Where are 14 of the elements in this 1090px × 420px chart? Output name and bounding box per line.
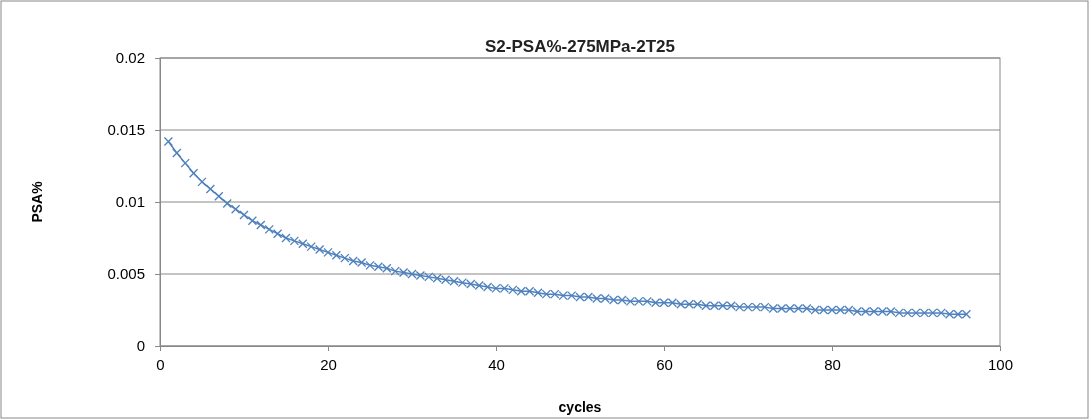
x-axis-title: cycles (558, 399, 602, 415)
x-tick-label: 40 (488, 355, 505, 373)
y-tick-label: 0.01 (115, 193, 145, 211)
x-tick-label: 0 (156, 355, 165, 373)
x-tick-label: 20 (320, 355, 337, 373)
y-tick-label: 0.005 (107, 265, 145, 283)
x-tick-label: 100 (987, 355, 1014, 373)
y-tick-label: 0.02 (115, 49, 145, 67)
y-tick-label: 0 (136, 337, 145, 355)
y-axis-title: PSA% (29, 180, 45, 223)
x-tick-label: 80 (824, 355, 841, 373)
chart-title: S2-PSA%-275MPa-2T25 (485, 37, 675, 56)
y-tick-label: 0.015 (107, 121, 145, 139)
x-tick-label: 60 (656, 355, 673, 373)
